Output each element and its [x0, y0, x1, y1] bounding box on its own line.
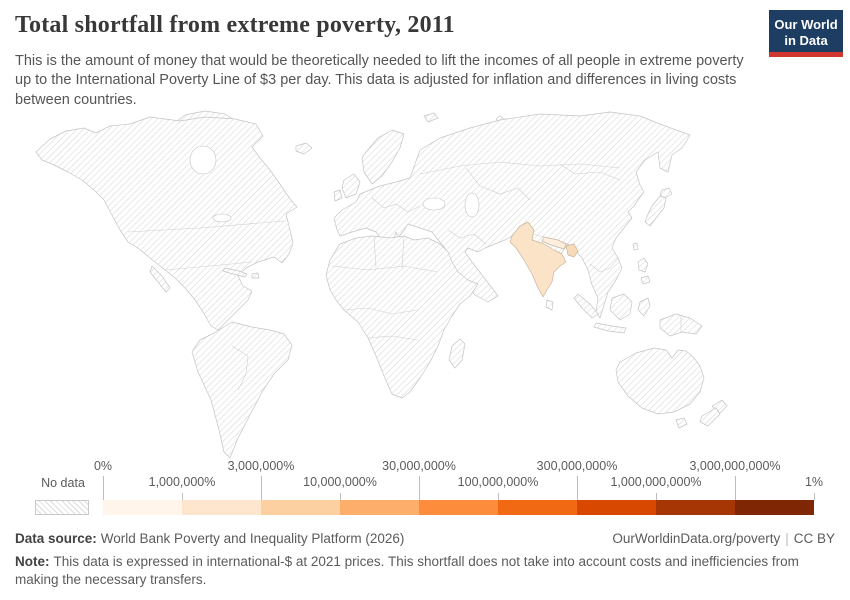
owid-link[interactable]: OurWorldinData.org/poverty [612, 531, 781, 546]
license-link[interactable]: CC BY [793, 531, 835, 546]
region-japan [644, 195, 667, 227]
region-south-america [191, 321, 293, 459]
legend-segment-3[interactable] [261, 500, 340, 515]
legend-tick [419, 476, 420, 500]
country-nepal[interactable] [541, 236, 567, 250]
border-sahara [331, 265, 439, 273]
owid-logo-red-bar [769, 52, 843, 57]
legend-segment-7[interactable] [577, 500, 656, 515]
region-svalbard [423, 112, 439, 123]
data-source-line: Data source: World Bank Poverty and Inequ… [15, 531, 404, 546]
border-mexico [165, 261, 253, 271]
border-africa-vertical [373, 235, 405, 269]
border-africa-central [343, 307, 419, 315]
no-data-swatch[interactable] [35, 500, 89, 515]
legend-tick-label: 1,000,000,000% [610, 475, 702, 489]
legend-no-data: No data [35, 458, 91, 515]
region-australia [615, 347, 705, 415]
legend-tick [103, 476, 104, 500]
region-philippines [637, 257, 649, 273]
border-us-canada [127, 220, 285, 233]
region-africa [325, 235, 479, 399]
border-brazil [231, 345, 249, 391]
border-russia-south [419, 161, 621, 175]
region-iceland [295, 142, 313, 155]
legend-tick-label: 30,000,000% [382, 459, 456, 473]
page-title: Total shortfall from extreme poverty, 20… [15, 12, 455, 38]
border-seasia [589, 257, 619, 273]
region-taiwan [632, 242, 639, 251]
legend-tick-label: 1% [804, 475, 824, 489]
region-borneo [609, 293, 633, 321]
legend-segment-4[interactable] [340, 500, 419, 515]
border-mongolia [559, 163, 621, 181]
caspian-sea [464, 192, 480, 218]
data-source-label: Data source: [15, 531, 97, 546]
legend-tick [735, 476, 736, 500]
hudson-bay [189, 145, 217, 175]
black-sea [422, 197, 446, 211]
region-tasmania [675, 417, 688, 429]
region-hokkaido [659, 187, 673, 199]
legend-segment-2[interactable] [182, 500, 261, 515]
legend-segment-8[interactable] [656, 500, 735, 515]
legend-scale: 0% 1,000,000% 3,000,000% 10,000,000% 30,000,… [94, 458, 823, 515]
footer-links: OurWorldinData.org/poverty | CC BY [612, 531, 835, 546]
legend-tick [261, 476, 262, 500]
region-cuba [222, 267, 248, 278]
legend-tick-label: 100,000,000% [457, 475, 539, 489]
chart-footer: Data source: World Bank Poverty and Inequ… [15, 531, 835, 589]
legend-tick [182, 493, 183, 500]
region-philippines-south [640, 275, 651, 285]
legend-tick [656, 493, 657, 500]
border-africa-south [367, 335, 419, 341]
legend-tick-label: 0% [93, 459, 113, 473]
legend-tick-label: 3,000,000,000% [689, 459, 781, 473]
region-ireland [333, 189, 343, 202]
world-map [0, 104, 850, 472]
region-madagascar [448, 338, 466, 369]
data-source-text: World Bank Poverty and Inequality Platfo… [100, 531, 405, 546]
border-kazakhstan [465, 167, 531, 201]
region-sulawesi [637, 297, 651, 317]
region-hispaniola [251, 272, 260, 279]
legend-tick [340, 493, 341, 500]
legend-tick [577, 476, 578, 500]
footer-separator: | [785, 531, 789, 546]
legend-tick [814, 493, 815, 500]
owid-logo-line1: Our World [774, 17, 838, 32]
great-lakes [212, 213, 232, 223]
region-java [593, 322, 627, 334]
chart-subtitle: This is the amount of money that would b… [15, 53, 744, 108]
no-data-label: No data [41, 476, 85, 490]
legend-segment-9[interactable] [735, 500, 814, 515]
region-baja [149, 265, 171, 293]
border-middle-east [447, 229, 487, 245]
country-india[interactable] [509, 221, 567, 298]
country-bangladesh[interactable] [565, 243, 579, 258]
legend-tick-label: 3,000,000% [227, 459, 295, 473]
owid-logo-line2: in Data [784, 33, 828, 49]
region-eurasia [333, 111, 691, 319]
region-sri-lanka [545, 299, 554, 311]
legend-color-bar [103, 500, 814, 515]
legend-tick-label: 10,000,000% [303, 475, 377, 489]
legend-tick [498, 493, 499, 500]
region-uk [341, 173, 361, 199]
region-new-zealand-south [699, 407, 721, 427]
legend-segment-6[interactable] [498, 500, 577, 515]
legend-tick-label: 300,000,000% [536, 459, 618, 473]
owid-logo[interactable]: Our World in Data [769, 10, 843, 57]
region-north-america [35, 116, 298, 331]
region-scandinavia [361, 129, 405, 185]
legend-segment-5[interactable] [419, 500, 498, 515]
legend-tick-label: 1,000,000% [148, 475, 216, 489]
region-sumatra [573, 293, 599, 319]
note-label: Note: [15, 554, 50, 569]
border-europe [371, 197, 421, 213]
note-text: This data is expressed in international-… [15, 554, 799, 588]
legend-segment-1[interactable] [103, 500, 182, 515]
